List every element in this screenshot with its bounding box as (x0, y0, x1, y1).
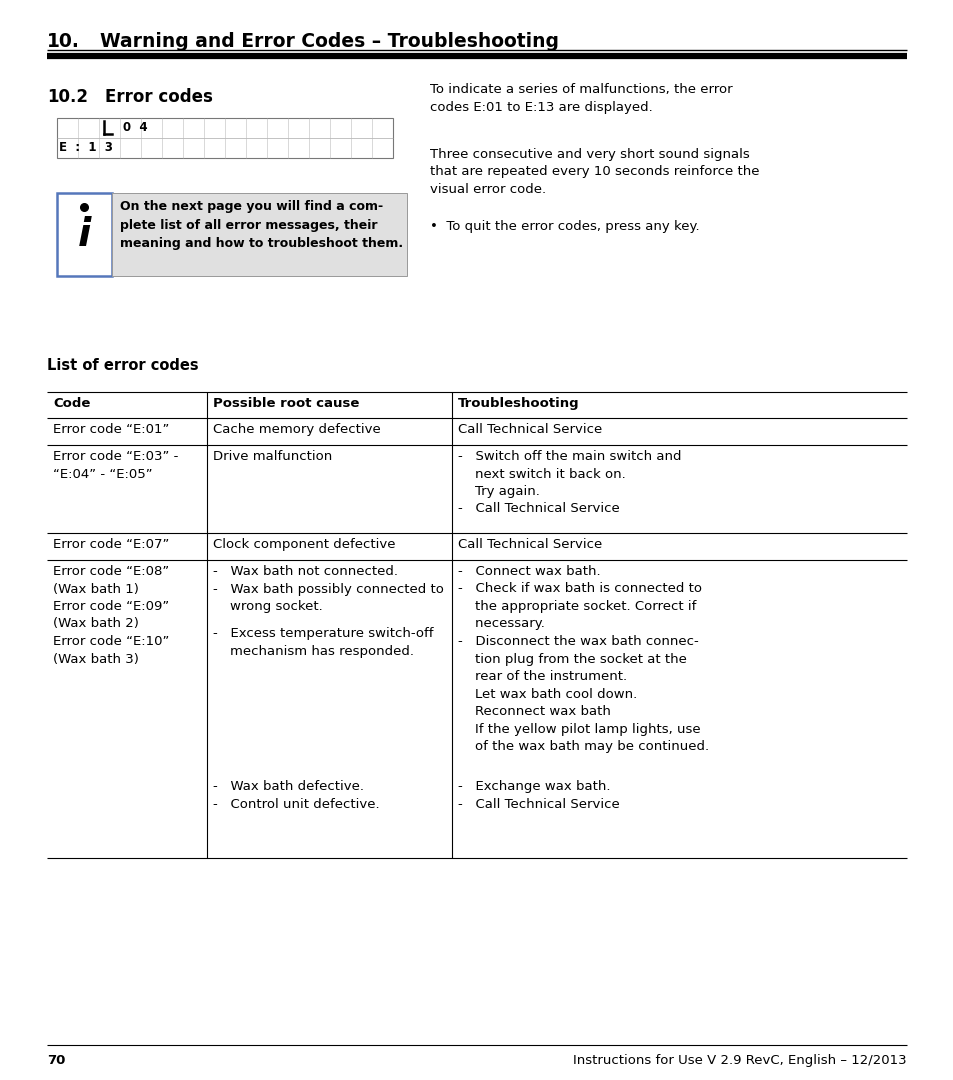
Text: -   Switch off the main switch and
    next switch it back on.
    Try again.
- : - Switch off the main switch and next sw… (457, 450, 680, 515)
Text: -   Exchange wax bath.
-   Call Technical Service: - Exchange wax bath. - Call Technical Se… (457, 780, 619, 810)
Bar (57, 193, 112, 276)
Text: 70: 70 (47, 1054, 66, 1067)
Text: Call Technical Service: Call Technical Service (457, 538, 601, 551)
Text: 10.: 10. (47, 32, 80, 51)
Text: -   Wax bath defective.
-   Control unit defective.: - Wax bath defective. - Control unit def… (213, 780, 379, 810)
Text: •  To quit the error codes, press any key.: • To quit the error codes, press any key… (430, 220, 699, 233)
Text: Code: Code (53, 397, 91, 410)
Text: -   Excess temperature switch-off
    mechanism has responded.: - Excess temperature switch-off mechanis… (213, 627, 433, 658)
Bar (112, 193, 407, 276)
Text: E  :  1  3: E : 1 3 (59, 141, 112, 154)
Text: Call Technical Service: Call Technical Service (457, 423, 601, 436)
Text: To indicate a series of malfunctions, the error
codes E:01 to E:13 are displayed: To indicate a series of malfunctions, th… (430, 83, 732, 113)
Text: Error code “E:07”: Error code “E:07” (53, 538, 170, 551)
Text: -   Wax bath not connected.
-   Wax bath possibly connected to
    wrong socket.: - Wax bath not connected. - Wax bath pos… (213, 565, 443, 613)
Text: Cache memory defective: Cache memory defective (213, 423, 380, 436)
Text: -   Connect wax bath.
-   Check if wax bath is connected to
    the appropriate : - Connect wax bath. - Check if wax bath … (457, 565, 708, 753)
Text: Error code “E:03” -
“E:04” - “E:05”: Error code “E:03” - “E:04” - “E:05” (53, 450, 178, 481)
Text: On the next page you will find a com-
plete list of all error messages, their
me: On the next page you will find a com- pl… (120, 200, 403, 249)
Bar (57, 118, 393, 158)
Text: Error code “E:01”: Error code “E:01” (53, 423, 170, 436)
Text: Drive malfunction: Drive malfunction (213, 450, 332, 463)
Text: Possible root cause: Possible root cause (213, 397, 359, 410)
Text: Instructions for Use V 2.9 RevC, English – 12/2013: Instructions for Use V 2.9 RevC, English… (573, 1054, 906, 1067)
Text: List of error codes: List of error codes (47, 357, 198, 373)
Text: Error codes: Error codes (105, 87, 213, 106)
Text: Warning and Error Codes – Troubleshooting: Warning and Error Codes – Troubleshootin… (100, 32, 558, 51)
Text: Error code “E:08”
(Wax bath 1)
Error code “E:09”
(Wax bath 2)
Error code “E:10”
: Error code “E:08” (Wax bath 1) Error cod… (53, 565, 170, 665)
Text: 10.2: 10.2 (47, 87, 88, 106)
Text: Clock component defective: Clock component defective (213, 538, 395, 551)
Text: Troubleshooting: Troubleshooting (457, 397, 579, 410)
Text: 0  4: 0 4 (123, 121, 148, 134)
Text: Three consecutive and very short sound signals
that are repeated every 10 second: Three consecutive and very short sound s… (430, 148, 759, 195)
Text: i: i (78, 216, 91, 254)
